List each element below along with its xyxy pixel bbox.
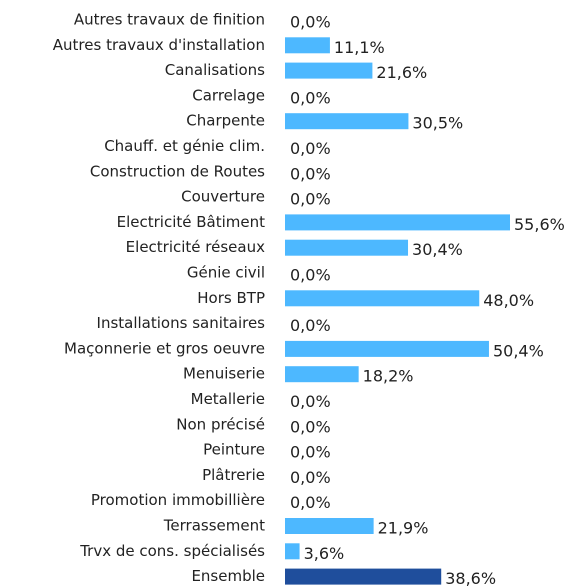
value-label: 0,0% <box>290 190 331 209</box>
category-label: Chauff. et génie clim. <box>104 137 265 155</box>
value-label: 50,4% <box>493 341 544 360</box>
value-label: 0,0% <box>290 392 331 411</box>
category-label: Autres travaux d'installation <box>53 36 265 54</box>
category-label: Non précisé <box>176 415 265 433</box>
category-label: Génie civil <box>187 264 265 282</box>
value-label: 0,0% <box>290 266 331 285</box>
value-label: 0,0% <box>290 164 331 183</box>
value-label: 0,0% <box>290 316 331 335</box>
bar <box>285 543 300 560</box>
category-label: Ensemble <box>191 567 265 585</box>
bar <box>285 518 374 534</box>
value-label: 30,4% <box>412 240 463 259</box>
category-label: Couverture <box>181 188 265 206</box>
value-label: 0,0% <box>290 88 331 107</box>
value-label: 21,6% <box>376 63 427 82</box>
value-label: 3,6% <box>304 544 345 563</box>
bar <box>285 37 330 54</box>
category-label: Plâtrerie <box>202 466 265 484</box>
bar <box>285 340 489 357</box>
category-label: Terrassement <box>163 517 265 535</box>
bar <box>285 239 409 256</box>
category-label: Menuiserie <box>183 365 265 383</box>
value-label: 18,2% <box>363 367 414 386</box>
value-label: 48,0% <box>483 291 534 310</box>
category-label: Carrelage <box>192 86 265 104</box>
value-label: 0,0% <box>290 417 331 436</box>
value-label: 38,6% <box>445 569 496 587</box>
bar <box>285 62 373 79</box>
category-label: Trvx de cons. spécialisés <box>79 542 265 560</box>
value-label: 30,5% <box>412 114 463 133</box>
category-label: Electricité Bâtiment <box>117 213 266 231</box>
category-label: Installations sanitaires <box>97 314 266 332</box>
value-label: 0,0% <box>290 13 331 32</box>
value-label: 0,0% <box>290 443 331 462</box>
bar <box>285 290 480 307</box>
value-label: 55,6% <box>514 215 565 234</box>
value-label: 0,0% <box>290 139 331 158</box>
bar <box>285 568 442 585</box>
category-label: Promotion immobillière <box>91 491 265 509</box>
value-label: 11,1% <box>334 38 385 57</box>
bar <box>285 214 510 231</box>
category-label: Charpente <box>186 112 265 130</box>
category-label: Metallerie <box>191 390 265 408</box>
value-label: 21,9% <box>378 519 429 538</box>
category-label: Maçonnerie et gros oeuvre <box>64 339 265 357</box>
value-label: 0,0% <box>290 493 331 512</box>
bar <box>285 113 409 130</box>
category-label: Canalisations <box>165 61 265 79</box>
category-label: Hors BTP <box>197 289 265 307</box>
bar <box>285 366 359 383</box>
category-label: Autres travaux de finition <box>74 11 265 29</box>
category-label: Construction de Routes <box>90 162 265 180</box>
category-label: Peinture <box>203 441 265 459</box>
category-label: Electricité réseaux <box>126 238 265 256</box>
value-label: 0,0% <box>290 468 331 487</box>
